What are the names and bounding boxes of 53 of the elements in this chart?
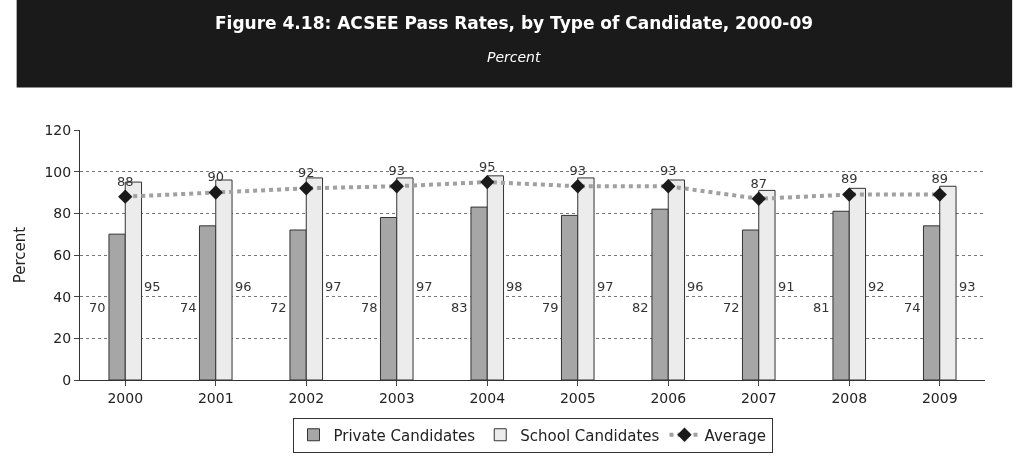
data-label: 74: [180, 300, 197, 315]
data-label: 90: [207, 169, 225, 185]
data-label: 87: [750, 175, 768, 191]
data-label: 82: [632, 300, 649, 315]
x-tick-label: 2009: [921, 389, 958, 406]
data-label: 98: [506, 279, 523, 294]
x-tick-label: 2006: [650, 389, 687, 406]
y-axis-title: Percent: [10, 226, 29, 284]
x-tick-label: 2002: [288, 389, 325, 406]
data-label: 83: [451, 300, 468, 315]
data-label: 81: [813, 300, 830, 315]
data-label: 93: [659, 163, 677, 179]
legend-label: Average: [704, 426, 767, 445]
data-label: 72: [723, 300, 740, 315]
y-tick-label: 100: [44, 163, 72, 180]
data-label: 95: [144, 279, 161, 294]
x-tick-label: 2003: [378, 389, 415, 406]
x-tick-label: 2001: [197, 389, 234, 406]
y-tick-label: 40: [53, 288, 72, 305]
legend-label: School Candidates: [520, 426, 660, 445]
data-label: 91: [778, 279, 795, 294]
x-tick-label: 2004: [469, 389, 506, 406]
data-label: 74: [904, 300, 921, 315]
chart-subtitle: Percent: [487, 49, 541, 65]
data-label: 93: [569, 163, 587, 179]
data-label: 97: [416, 279, 433, 294]
chart-title: Figure 4.18: ACSEE Pass Rates, by Type of Candidate, 2000-09: [215, 13, 814, 33]
legend-label: Private Candidates: [333, 426, 476, 445]
y-tick-label: 0: [62, 371, 72, 388]
data-label: 89: [931, 171, 949, 187]
y-tick-label: 60: [53, 246, 72, 263]
x-tick-label: 2005: [559, 389, 596, 406]
data-label: 93: [959, 279, 976, 294]
y-tick-label: 20: [53, 330, 72, 347]
data-label: 79: [542, 300, 559, 315]
data-label: 92: [297, 165, 315, 181]
data-label: 97: [597, 279, 614, 294]
x-tick-label: 2000: [107, 389, 144, 406]
data-label: 95: [478, 158, 496, 174]
data-label: 92: [868, 279, 885, 294]
y-tick-label: 120: [44, 121, 72, 138]
data-label: 96: [235, 279, 252, 294]
data-label: 96: [687, 279, 704, 294]
x-tick-label: 2008: [831, 389, 868, 406]
data-label: 97: [325, 279, 342, 294]
data-label: 72: [270, 300, 287, 315]
data-label: 78: [361, 300, 378, 315]
y-tick-label: 80: [53, 205, 72, 222]
data-label: 88: [116, 173, 134, 189]
data-label: 93: [388, 163, 406, 179]
x-tick-label: 2007: [740, 389, 777, 406]
data-label: 70: [89, 300, 106, 315]
data-label: 89: [840, 171, 858, 187]
